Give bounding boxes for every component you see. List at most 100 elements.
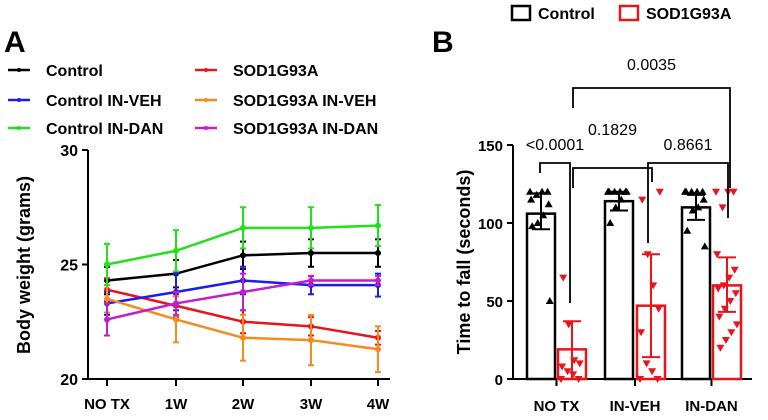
x-tick-label: NO TX bbox=[84, 396, 130, 413]
x-tick-label: 3W bbox=[300, 396, 323, 413]
data-point bbox=[687, 187, 696, 195]
data-point bbox=[683, 226, 692, 234]
x-tick-label: IN-DAN bbox=[685, 398, 738, 415]
x-tick-label: IN-VEH bbox=[610, 398, 661, 415]
legend-swatch-1 bbox=[618, 4, 640, 22]
data-point bbox=[104, 261, 110, 268]
comparison-bracket-0 bbox=[539, 162, 571, 303]
data-point bbox=[636, 376, 644, 383]
legend-label-0: Control bbox=[46, 63, 103, 80]
comparison-bracket-3 bbox=[572, 87, 731, 188]
comparison-bracket-1 bbox=[647, 162, 729, 243]
data-point bbox=[545, 297, 554, 304]
y-tick-label: 0 bbox=[495, 372, 503, 389]
legend-label-2: Control IN-VEH bbox=[46, 93, 162, 110]
legend-marker-0 bbox=[17, 68, 21, 72]
data-point bbox=[240, 224, 246, 231]
legend-marker-3 bbox=[204, 98, 208, 102]
data-point bbox=[564, 321, 573, 329]
series-sod1g93a-in-dan bbox=[104, 272, 381, 337]
data-point bbox=[375, 346, 381, 353]
data-point bbox=[732, 321, 741, 329]
data-point bbox=[240, 334, 246, 341]
data-point bbox=[527, 195, 536, 203]
data-point bbox=[308, 224, 314, 231]
legend-marker-4 bbox=[17, 126, 21, 130]
data-point bbox=[173, 247, 179, 254]
data-point bbox=[721, 337, 730, 344]
panel-label-a: A bbox=[4, 26, 26, 59]
data-point bbox=[726, 298, 735, 305]
data-point bbox=[611, 203, 620, 211]
data-point bbox=[533, 219, 542, 226]
data-point bbox=[173, 300, 179, 307]
data-point bbox=[713, 251, 722, 259]
y-axis-label: Body weight (grams) bbox=[14, 176, 34, 354]
legend-marker-1 bbox=[204, 68, 208, 72]
x-tick-label: 4W bbox=[367, 396, 390, 413]
data-point bbox=[693, 187, 702, 195]
series-control-in-dan bbox=[104, 203, 381, 287]
data-point bbox=[682, 187, 691, 195]
p-value-label-2: 0.1829 bbox=[588, 122, 637, 139]
data-point bbox=[532, 190, 541, 198]
data-point bbox=[729, 188, 738, 196]
p-value-label-1: 0.8661 bbox=[664, 137, 713, 154]
data-point bbox=[719, 282, 728, 290]
data-point bbox=[559, 274, 568, 282]
panel-a-line-chart: Control SOD1G93A Control IN-VEH SOD1G93A IN… bbox=[8, 63, 390, 413]
data-point bbox=[558, 363, 567, 371]
y-axis-label: Time to fall (seconds) bbox=[454, 170, 474, 355]
legend-label-1: SOD1G93A bbox=[233, 63, 319, 80]
y-tick-label: 30 bbox=[60, 143, 78, 160]
data-point bbox=[714, 285, 723, 293]
data-point bbox=[654, 305, 663, 313]
data-point bbox=[308, 337, 314, 344]
x-tick-label: 1W bbox=[165, 396, 188, 413]
data-point bbox=[375, 250, 381, 257]
data-point bbox=[563, 368, 572, 376]
comparison-bracket-2 bbox=[572, 167, 653, 188]
data-point bbox=[698, 187, 707, 195]
data-point bbox=[638, 196, 647, 204]
p-value-label-3: 0.0035 bbox=[627, 57, 676, 74]
data-point bbox=[730, 266, 739, 274]
data-point bbox=[688, 206, 697, 214]
y-tick-label: 20 bbox=[60, 372, 78, 389]
data-point bbox=[653, 376, 662, 383]
data-point bbox=[700, 242, 709, 250]
data-point bbox=[544, 200, 553, 208]
legend-label-0: Control bbox=[538, 6, 595, 23]
data-point bbox=[606, 219, 615, 226]
data-point bbox=[718, 204, 727, 212]
legend-marker-5 bbox=[204, 126, 208, 130]
panel-b-bar-chart: Control SOD1G93A 0 50 100 150 NO TX IN-VEH IN-DA… bbox=[454, 4, 752, 415]
data-point bbox=[528, 222, 537, 230]
data-point bbox=[655, 188, 664, 196]
data-point bbox=[375, 222, 381, 229]
data-point bbox=[173, 316, 179, 323]
y-tick-label: 100 bbox=[478, 216, 503, 233]
data-point bbox=[557, 376, 565, 383]
panel-label-b: B bbox=[432, 26, 454, 59]
legend-swatch-0 bbox=[510, 4, 532, 22]
y-tick-label: 150 bbox=[478, 138, 503, 155]
bar-control-1 bbox=[603, 199, 635, 381]
data-point bbox=[308, 250, 314, 257]
x-tick-label: NO TX bbox=[534, 398, 580, 415]
bar-control-0 bbox=[525, 212, 557, 381]
data-point bbox=[240, 252, 246, 259]
data-point bbox=[716, 344, 725, 352]
legend-marker-2 bbox=[17, 98, 21, 102]
data-point bbox=[699, 195, 708, 203]
p-value-label-0: <0.0001 bbox=[526, 137, 584, 154]
data-point bbox=[637, 329, 646, 337]
data-point bbox=[727, 329, 736, 337]
data-point bbox=[104, 316, 110, 323]
legend-label-3: SOD1G93A IN-VEH bbox=[233, 93, 376, 110]
data-point bbox=[375, 277, 381, 284]
data-point bbox=[240, 288, 246, 295]
legend-label-1: SOD1G93A bbox=[646, 6, 732, 23]
legend-label-4: Control IN-DAN bbox=[46, 121, 163, 138]
